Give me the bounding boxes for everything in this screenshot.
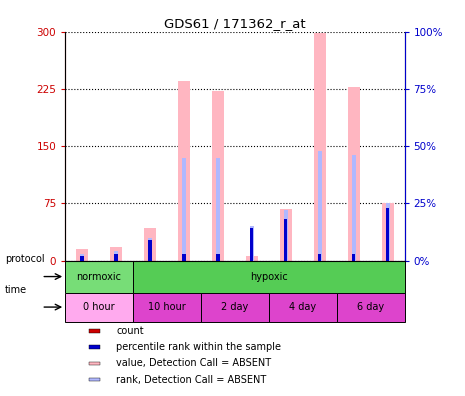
Bar <box>133 261 405 293</box>
Bar <box>284 210 288 261</box>
Bar <box>385 203 390 261</box>
Text: normoxic: normoxic <box>77 272 121 282</box>
Bar <box>110 247 122 261</box>
Bar <box>133 293 201 322</box>
Bar <box>148 255 152 261</box>
Bar <box>216 257 219 261</box>
Bar <box>182 254 186 261</box>
Bar <box>250 228 253 261</box>
Bar <box>114 255 118 261</box>
Bar <box>80 256 84 261</box>
Bar <box>178 81 190 261</box>
Bar <box>284 257 287 261</box>
Bar <box>352 257 355 261</box>
Text: count: count <box>116 326 144 336</box>
Bar <box>352 254 355 261</box>
Text: time: time <box>5 285 27 295</box>
Bar <box>348 87 359 261</box>
Bar <box>182 257 186 261</box>
Bar <box>89 329 100 333</box>
Bar <box>212 91 224 261</box>
Text: 4 day: 4 day <box>289 302 316 312</box>
Bar <box>89 378 100 381</box>
Bar <box>80 254 84 261</box>
Bar <box>65 261 133 293</box>
Text: hypoxic: hypoxic <box>250 272 288 282</box>
Bar <box>280 209 292 261</box>
Bar <box>148 238 152 261</box>
Bar <box>144 228 156 261</box>
Bar <box>284 219 287 261</box>
Bar <box>250 257 253 261</box>
Text: 10 hour: 10 hour <box>148 302 186 312</box>
Bar <box>246 256 258 261</box>
Bar <box>216 254 219 261</box>
Bar <box>89 345 100 349</box>
Bar <box>337 293 405 322</box>
Text: value, Detection Call = ABSENT: value, Detection Call = ABSENT <box>116 358 271 368</box>
Bar <box>76 249 88 261</box>
Bar <box>250 226 254 261</box>
Bar <box>182 158 186 261</box>
Bar <box>318 257 321 261</box>
Bar <box>216 158 220 261</box>
Bar <box>352 155 356 261</box>
Text: 6 day: 6 day <box>357 302 384 312</box>
Bar <box>318 254 321 261</box>
Text: percentile rank within the sample: percentile rank within the sample <box>116 342 281 352</box>
Bar <box>89 362 100 365</box>
Bar <box>386 208 389 261</box>
Bar <box>318 151 322 261</box>
Bar <box>382 203 393 261</box>
Bar <box>80 257 84 261</box>
Text: protocol: protocol <box>5 254 44 265</box>
Bar <box>201 293 269 322</box>
Bar <box>314 33 325 261</box>
Text: 2 day: 2 day <box>221 302 248 312</box>
Text: rank, Detection Call = ABSENT: rank, Detection Call = ABSENT <box>116 375 266 385</box>
Bar <box>148 240 152 261</box>
Bar <box>65 293 133 322</box>
Bar <box>114 254 118 261</box>
Bar <box>114 251 118 261</box>
Text: 0 hour: 0 hour <box>83 302 115 312</box>
Bar <box>269 293 337 322</box>
Title: GDS61 / 171362_r_at: GDS61 / 171362_r_at <box>164 17 306 30</box>
Bar <box>386 257 389 261</box>
